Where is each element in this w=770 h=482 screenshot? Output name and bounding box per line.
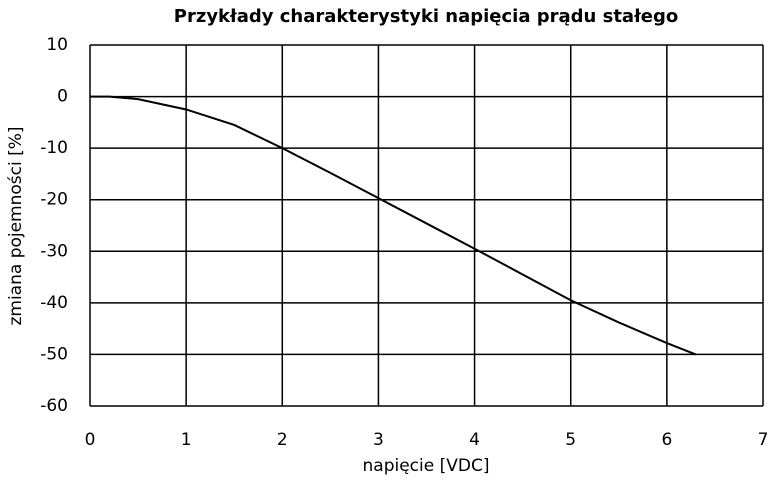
- y-tick-label: 10: [46, 35, 68, 55]
- x-tick-label: 5: [565, 430, 576, 450]
- chart-title: Przykłady charakterystyki napięcia prądu…: [174, 6, 678, 27]
- y-tick-label: -10: [40, 138, 68, 158]
- x-tick-label: 6: [661, 430, 672, 450]
- x-tick-label: 0: [85, 430, 96, 450]
- y-axis-label: zmiana pojemności [%]: [6, 126, 26, 325]
- x-tick-label: 2: [277, 430, 288, 450]
- x-tick-label: 1: [181, 430, 192, 450]
- data-line: [90, 95, 697, 356]
- x-tick-label: 4: [469, 430, 480, 450]
- y-tick-label: -30: [40, 241, 68, 261]
- y-tick-label: -50: [40, 344, 68, 364]
- x-tick-label: 3: [373, 430, 384, 450]
- x-tick-label: 7: [758, 430, 769, 450]
- y-tick-label: 0: [57, 87, 68, 107]
- x-axis-label: napięcie [VDC]: [363, 456, 490, 476]
- y-tick-label: -20: [40, 190, 68, 210]
- y-tick-label: -60: [40, 396, 68, 416]
- y-tick-label: -40: [40, 293, 68, 313]
